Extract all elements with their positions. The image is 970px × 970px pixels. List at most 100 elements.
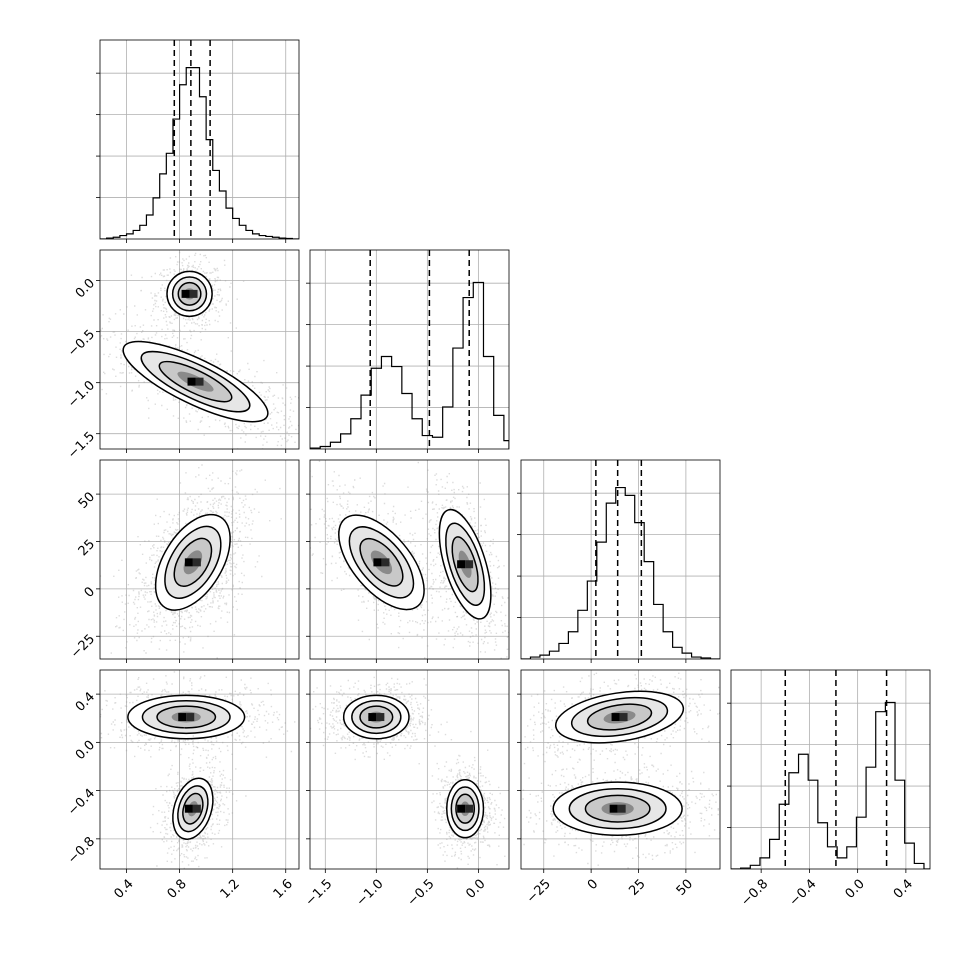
- contour-line: [342, 694, 410, 740]
- density-peak: [619, 713, 628, 722]
- density-peak: [609, 804, 618, 813]
- histogram-panel-2: [521, 460, 720, 659]
- y-tick-label-2-3: 50: [76, 490, 98, 512]
- contour-line: [177, 281, 202, 306]
- contour-line: [172, 777, 214, 840]
- density-peak: [178, 713, 187, 722]
- panel-frame-2-1: [309, 459, 510, 660]
- x-tick-label-0-3: 1.6: [271, 877, 296, 902]
- density-peak: [368, 713, 377, 722]
- contour-line: [140, 350, 251, 413]
- x-tick-label-1-1: −1.0: [354, 877, 387, 910]
- scatter-points: [521, 670, 720, 783]
- y-tick-label-1-3: 0.0: [73, 276, 98, 301]
- density-peak: [465, 560, 474, 569]
- contour-line: [182, 792, 204, 825]
- y-tick-label-1-2: −0.5: [65, 327, 98, 360]
- scatter-points: [100, 305, 299, 449]
- density-peak: [457, 804, 466, 813]
- histogram-panel-0: [100, 40, 299, 239]
- contour-line: [166, 270, 213, 318]
- scatter-panel-3-2: [521, 670, 720, 869]
- scatter-panel-3-1: [310, 670, 509, 869]
- contour-line: [156, 705, 217, 729]
- x-tick-label-2-2: 25: [626, 877, 648, 899]
- histogram-steps: [521, 486, 720, 659]
- panel-frame-3-1: [309, 669, 510, 870]
- y-tick-label-3-0: −0.8: [65, 834, 98, 867]
- y-tick-label-1-1: −1.0: [65, 378, 98, 411]
- scatter-panel-1-0: [100, 250, 299, 449]
- density-peak: [195, 377, 204, 386]
- panel-frame-3-0: [99, 669, 300, 870]
- scatter-panel-2-1: [310, 460, 509, 659]
- density-peak: [381, 558, 390, 567]
- panel-frame-3-3: [730, 669, 931, 870]
- x-tick-label-1-3: 0.0: [463, 877, 488, 902]
- x-tick-label-1-0: −1.5: [303, 877, 336, 910]
- contour-line: [570, 696, 669, 738]
- contour-line: [584, 794, 651, 823]
- density-peak: [184, 558, 193, 567]
- contour-line: [164, 525, 222, 599]
- y-tick-label-3-3: 0.4: [73, 690, 98, 715]
- contour-line: [359, 705, 394, 729]
- density-peak: [611, 713, 620, 722]
- contour-line: [141, 700, 231, 735]
- density-peak: [192, 804, 201, 813]
- x-tick-label-0-1: 0.8: [165, 877, 190, 902]
- histogram-steps: [310, 281, 509, 449]
- x-tick-label-3-0: −0.8: [738, 877, 771, 910]
- contour-line: [173, 537, 213, 587]
- density-peak: [465, 804, 474, 813]
- contour-line: [450, 786, 480, 832]
- x-tick-label-3-2: 0.0: [843, 877, 868, 902]
- density-peak: [376, 713, 385, 722]
- contour-line: [445, 522, 486, 606]
- contour-line: [455, 793, 476, 824]
- contour-line: [554, 690, 685, 744]
- contour-line: [158, 360, 233, 403]
- contour-line: [177, 785, 209, 833]
- contour-line: [359, 537, 404, 587]
- y-tick-label-3-2: 0.0: [73, 738, 98, 763]
- y-tick-label-2-0: −25: [68, 632, 98, 662]
- density-peak: [181, 289, 190, 298]
- histogram-steps: [100, 67, 299, 239]
- scatter-panel-3-0: [100, 670, 299, 869]
- panel-frame-2-0: [99, 459, 300, 660]
- density-peak: [192, 558, 201, 567]
- density-peak: [187, 377, 196, 386]
- density-peak: [617, 804, 626, 813]
- panel-frame-2-2: [520, 459, 721, 660]
- panel-frame-1-0: [99, 249, 300, 450]
- histogram-steps: [731, 701, 930, 869]
- contour-line: [438, 508, 492, 620]
- x-tick-label-2-3: 50: [674, 877, 696, 899]
- y-tick-label-3-1: −0.4: [65, 786, 98, 819]
- contour-line: [568, 788, 667, 830]
- contour-line: [154, 513, 231, 611]
- panel-frame-3-2: [520, 669, 721, 870]
- histogram-panel-3: [731, 670, 930, 869]
- density-peak: [184, 804, 193, 813]
- panel-frame-0-0: [99, 39, 300, 240]
- contour-line: [351, 700, 402, 735]
- contour-line: [127, 694, 246, 740]
- scatter-points: [310, 676, 453, 761]
- contour-line: [348, 526, 415, 599]
- contour-line: [338, 514, 425, 611]
- density-peak: [189, 289, 198, 298]
- contour-line: [171, 276, 208, 312]
- x-tick-label-3-1: −0.4: [787, 877, 820, 910]
- contour-line: [122, 340, 269, 423]
- histogram-panel-1: [310, 250, 509, 449]
- density-peak: [457, 560, 466, 569]
- contour-line: [445, 779, 485, 839]
- x-tick-label-2-1: 0: [585, 877, 601, 893]
- x-tick-label-3-3: 0.4: [891, 877, 916, 902]
- contour-line: [586, 703, 653, 731]
- y-tick-label-2-2: 25: [76, 537, 98, 559]
- scatter-points: [100, 464, 282, 659]
